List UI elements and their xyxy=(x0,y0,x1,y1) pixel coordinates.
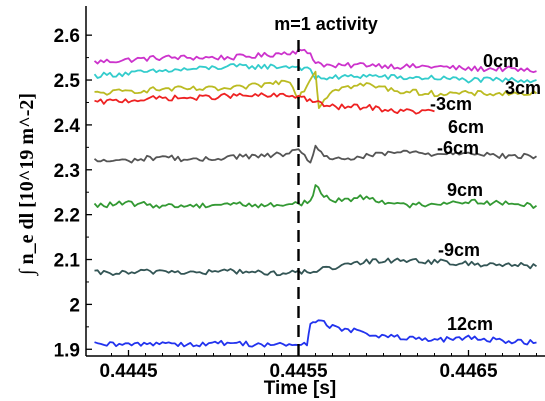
series-label-3cm: 3cm xyxy=(505,78,541,98)
series-line--6cm xyxy=(93,144,538,164)
y-tick-label: 2.2 xyxy=(54,206,80,227)
series-label-12cm: 12cm xyxy=(447,314,493,334)
series-label--6cm: -6cm xyxy=(437,138,479,158)
series-line-9cm xyxy=(93,184,538,209)
series-line-0cm xyxy=(93,48,537,74)
x-tick-label: 0.4455 xyxy=(269,361,328,382)
series-label--3cm: -3cm xyxy=(430,94,472,114)
y-tick-label: 2.3 xyxy=(54,161,80,182)
y-tick-label: 2.5 xyxy=(54,71,81,92)
y-tick-label: 2.4 xyxy=(54,116,81,137)
x-tick-label: 0.4445 xyxy=(99,361,158,382)
series-lines xyxy=(93,48,538,348)
series-line-6cm xyxy=(94,92,435,115)
y-tick-label: 1.9 xyxy=(54,340,80,361)
series-line-12cm xyxy=(94,319,537,348)
x-axis-title: Time [s] xyxy=(264,378,337,399)
y-tick-label: 2.6 xyxy=(54,26,80,47)
x-tick-label: 0.4465 xyxy=(439,361,498,382)
y-axis-title: ∫ n_e dl [10^19 m^-2] xyxy=(16,93,39,277)
y-tick-label: 2.1 xyxy=(54,251,81,272)
axes: 1.9 2 2.1 2.2 2.3 2.4 2.5 2.6 0.4445 0.4455 0.4465 xyxy=(54,6,545,382)
series-label-9cm: 9cm xyxy=(447,180,483,200)
series-line--3cm xyxy=(94,70,538,109)
series-label--9cm: -9cm xyxy=(438,240,480,260)
series-label-6cm: 6cm xyxy=(448,117,484,137)
y-tick-label: 2 xyxy=(69,295,80,316)
series-label-0cm: 0cm xyxy=(483,51,519,71)
m1-activity-label: m=1 activity xyxy=(274,14,378,34)
series-line--9cm xyxy=(94,257,538,277)
series-labels: 0cm 3cm -3cm 6cm-6cm 9cm -9cm 12cm xyxy=(430,51,541,334)
annotation: m=1 activity xyxy=(274,14,378,356)
